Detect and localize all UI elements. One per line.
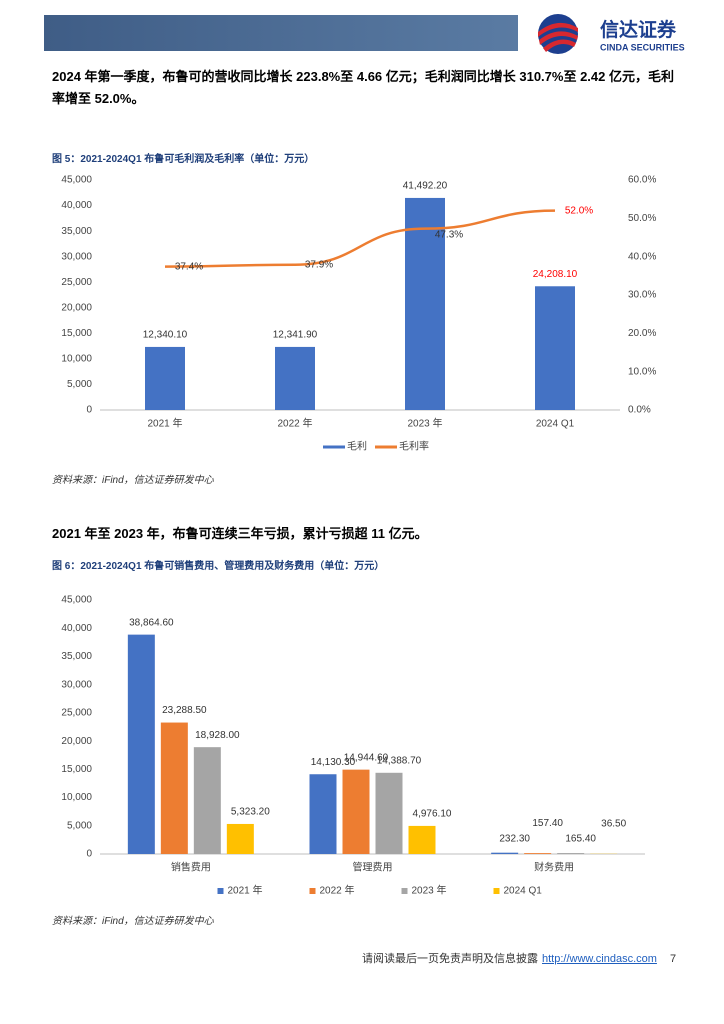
bar [275, 346, 315, 410]
value-label: 14,130.30 [311, 757, 356, 768]
y-tick-label: 20,000 [61, 736, 92, 747]
footer: 请阅读最后一页免责声明及信息披露 http://www.cindasc.com 7 [362, 950, 676, 966]
bar [193, 747, 221, 854]
bar [145, 346, 185, 410]
value-label: 47.3% [435, 229, 463, 240]
value-label: 12,340.10 [143, 330, 188, 341]
y2-tick-label: 50.0% [628, 213, 656, 224]
y-tick-label: 45,000 [61, 175, 92, 186]
paragraph: 2021 年至 2023 年，布鲁可连续三年亏损，累计亏损超 11 亿元。 [52, 526, 428, 541]
legend-label: 毛利 [347, 441, 367, 453]
bar [405, 197, 445, 410]
disclaimer: 请阅读最后一页免责声明及信息披露 [362, 953, 538, 965]
bar [160, 722, 188, 854]
chart: 0 5,000 10,000 15,000 20,000 25,000 30,000 35,0… [61, 175, 656, 453]
value-label: 14,944.60 [344, 752, 389, 763]
y-tick-label: 20,000 [61, 302, 92, 313]
y-tick-label: 15,000 [61, 764, 92, 775]
y2-tick-label: 30.0% [628, 290, 656, 301]
x-tick-label: 2022 年 [277, 417, 312, 430]
value-label: 37.9% [305, 259, 333, 270]
link[interactable]: http://www.cindasc.com [542, 953, 657, 965]
legend-swatch [401, 888, 408, 894]
y2-tick-label: 60.0% [628, 175, 656, 186]
value-label: 18,928.00 [195, 730, 240, 741]
y-tick-label: 25,000 [61, 708, 92, 719]
y-tick-label: 5,000 [67, 820, 92, 831]
value-label: 5,323.20 [231, 807, 270, 818]
legend-label: 2021 年 [228, 884, 263, 897]
value-label: 12,341.90 [273, 330, 318, 341]
value-label: 37.4% [175, 261, 203, 272]
value-label: 36.50 [601, 818, 626, 829]
legend-swatch [493, 888, 500, 894]
chart: 0 5,000 10,000 15,000 20,000 25,000 30,000 35,0… [61, 595, 645, 897]
legend-swatch [217, 888, 224, 894]
y-tick-label: 10,000 [61, 792, 92, 803]
header-band [44, 15, 518, 51]
y-tick-label: 15,000 [61, 328, 92, 339]
value-label: 157.40 [532, 818, 563, 829]
legend-label: 毛利率 [399, 440, 429, 453]
y-tick-label: 40,000 [61, 623, 92, 634]
value-label: 41,492.20 [403, 181, 448, 192]
y-tick-label: 0 [86, 405, 92, 416]
logo-en: CINDA SECURITIES [600, 42, 685, 52]
x-tick-label: 财务费用 [534, 861, 574, 874]
chart-title: 图 5：2021-2024Q1 布鲁可毛利润及毛利率（单位：万元） [52, 154, 315, 165]
bar [342, 769, 370, 854]
y2-tick-label: 10.0% [628, 366, 656, 377]
value-label: 232.30 [499, 833, 530, 844]
y2-tick-label: 20.0% [628, 328, 656, 339]
y-tick-label: 5,000 [67, 379, 92, 390]
y-tick-label: 30,000 [61, 679, 92, 690]
x-tick-label: 2021 年 [147, 417, 182, 430]
x-tick-label: 2024 Q1 [536, 419, 575, 430]
bar [309, 774, 337, 854]
bar [408, 825, 436, 854]
value-label: 14,388.70 [377, 755, 422, 766]
y-tick-label: 35,000 [61, 651, 92, 662]
bar [375, 772, 403, 854]
source: 资料来源：iFind，信达证券研发中心 [52, 475, 214, 486]
y-tick-label: 0 [86, 849, 92, 860]
x-tick-label: 管理费用 [353, 861, 393, 874]
y2-tick-label: 40.0% [628, 251, 656, 262]
y2-tick-label: 0.0% [628, 405, 651, 416]
value-label: 23,288.50 [162, 705, 207, 716]
legend-swatch [309, 888, 316, 894]
chart-title: 图 6：2021-2024Q1 布鲁可销售费用、管理费用及财务费用（单位：万元） [52, 561, 385, 572]
logo: 信达证券 CINDA SECURITIES [538, 14, 685, 54]
bar [557, 853, 585, 854]
y-tick-label: 10,000 [61, 354, 92, 365]
x-tick-label: 销售费用 [171, 861, 211, 874]
value-label: 165.40 [565, 834, 596, 845]
bar [127, 634, 155, 854]
source: 资料来源：iFind，信达证券研发中心 [52, 916, 214, 927]
bar [226, 823, 254, 854]
bar [524, 853, 552, 854]
bar [535, 286, 575, 410]
y-tick-label: 40,000 [61, 200, 92, 211]
x-tick-label: 2023 年 [407, 417, 442, 430]
y-tick-label: 45,000 [61, 595, 92, 606]
page-number: 7 [670, 953, 677, 965]
y-tick-label: 25,000 [61, 277, 92, 288]
value-label: 52.0% [565, 205, 593, 216]
y-tick-label: 30,000 [61, 251, 92, 262]
y-tick-label: 35,000 [61, 226, 92, 237]
value-label: 24,208.10 [533, 269, 578, 280]
legend-label: 2024 Q1 [504, 886, 543, 897]
value-label: 4,976.10 [413, 809, 452, 820]
line [164, 209, 556, 268]
logo-cn: 信达证券 [600, 18, 677, 41]
legend-label: 2023 年 [412, 884, 447, 897]
legend-label: 2022 年 [320, 884, 355, 897]
value-label: 38,864.60 [129, 617, 174, 628]
bar [491, 852, 519, 854]
paragraph: 2024 年第一季度，布鲁可的营收同比增长 223.8%至 4.66 亿元；毛利… [52, 69, 674, 106]
